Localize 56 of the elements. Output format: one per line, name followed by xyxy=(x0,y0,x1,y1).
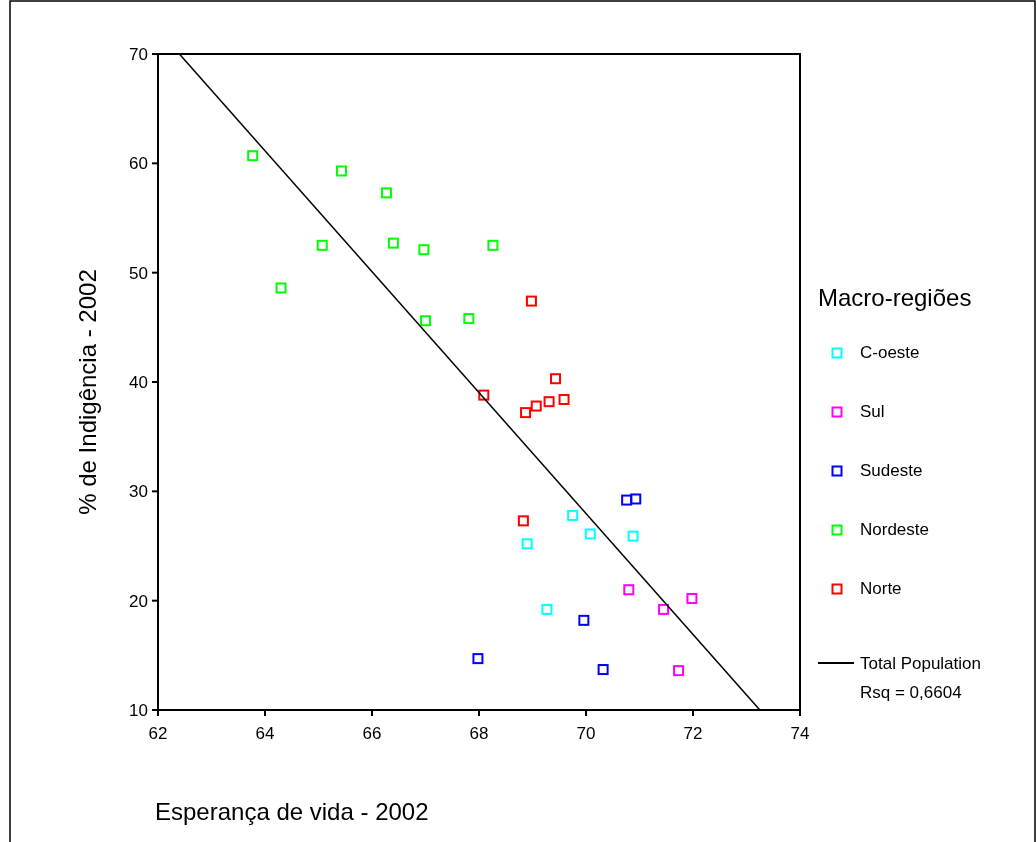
y-tick-label: 20 xyxy=(129,591,148,611)
point xyxy=(673,665,685,677)
legend-title: Macro-regiões xyxy=(818,284,972,311)
x-tick-label: 62 xyxy=(148,724,168,743)
y-axis-title: % de Indigência - 2002 xyxy=(74,269,101,515)
point xyxy=(627,530,639,542)
point xyxy=(621,494,633,506)
x-tick-label: 68 xyxy=(469,724,489,743)
x-tick-label: 70 xyxy=(576,724,596,743)
point xyxy=(520,407,532,419)
x-axis-title: Esperança de vida - 2002 xyxy=(155,798,429,825)
legend-label: Sul xyxy=(860,402,885,421)
legend-label: C-oeste xyxy=(860,343,920,362)
point xyxy=(578,614,590,626)
point xyxy=(630,493,642,505)
point xyxy=(380,187,392,199)
point xyxy=(487,239,499,251)
point xyxy=(658,603,670,615)
x-tick-label: 64 xyxy=(255,724,275,743)
point xyxy=(558,393,570,405)
point xyxy=(472,653,484,665)
point xyxy=(521,538,533,550)
point xyxy=(597,664,609,676)
point xyxy=(543,396,555,408)
point xyxy=(316,239,328,251)
point xyxy=(686,592,698,604)
point xyxy=(463,313,475,325)
point xyxy=(541,603,553,615)
legend-label: Norte xyxy=(860,579,902,598)
point xyxy=(420,315,431,327)
y-tick-label: 50 xyxy=(129,263,148,283)
point xyxy=(567,509,579,521)
point xyxy=(418,244,430,256)
point xyxy=(623,584,635,596)
x-tick-label: 66 xyxy=(362,724,382,743)
legend-label: Total Population xyxy=(860,654,981,673)
point xyxy=(336,165,348,177)
y-tick-label: 60 xyxy=(129,154,148,174)
legend-label: Sudeste xyxy=(860,461,923,480)
y-tick-label: 70 xyxy=(129,45,148,64)
x-tick-label: 72 xyxy=(683,724,703,743)
point xyxy=(584,528,596,540)
point xyxy=(478,389,490,401)
point xyxy=(387,237,399,249)
y-tick-label: 40 xyxy=(129,373,148,392)
point xyxy=(517,515,529,527)
x-tick-label: 74 xyxy=(790,724,810,743)
point xyxy=(550,373,562,385)
y-tick-label: 10 xyxy=(129,701,148,720)
text: Rsq = 0,6604 xyxy=(860,683,962,702)
point xyxy=(247,150,259,162)
point xyxy=(525,295,537,307)
point xyxy=(530,400,542,412)
y-tick-label: 30 xyxy=(129,482,148,502)
legend-label: Nordeste xyxy=(860,520,929,539)
point xyxy=(275,282,287,294)
